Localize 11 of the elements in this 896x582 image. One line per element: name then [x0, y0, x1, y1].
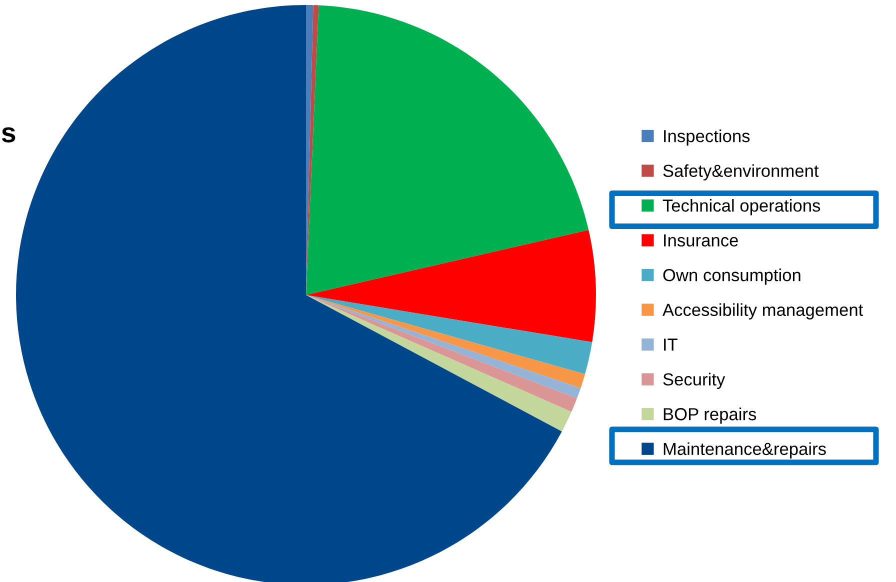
legend-label: Security — [663, 372, 726, 389]
legend-label: Insurance — [664, 234, 738, 247]
legend-label: Own consumption — [663, 268, 800, 285]
legend-label: IT — [664, 338, 678, 351]
legend-label: Accessibility management — [662, 303, 864, 320]
legend-label: BOP repairs — [664, 408, 756, 424]
legend-label: Inspections — [664, 129, 750, 146]
legend-label: Safety&environment — [663, 164, 819, 180]
legend-label: Technical operations — [662, 199, 820, 216]
legend-label: Maintenance&repairs — [664, 442, 826, 459]
text: s — [2, 127, 16, 142]
